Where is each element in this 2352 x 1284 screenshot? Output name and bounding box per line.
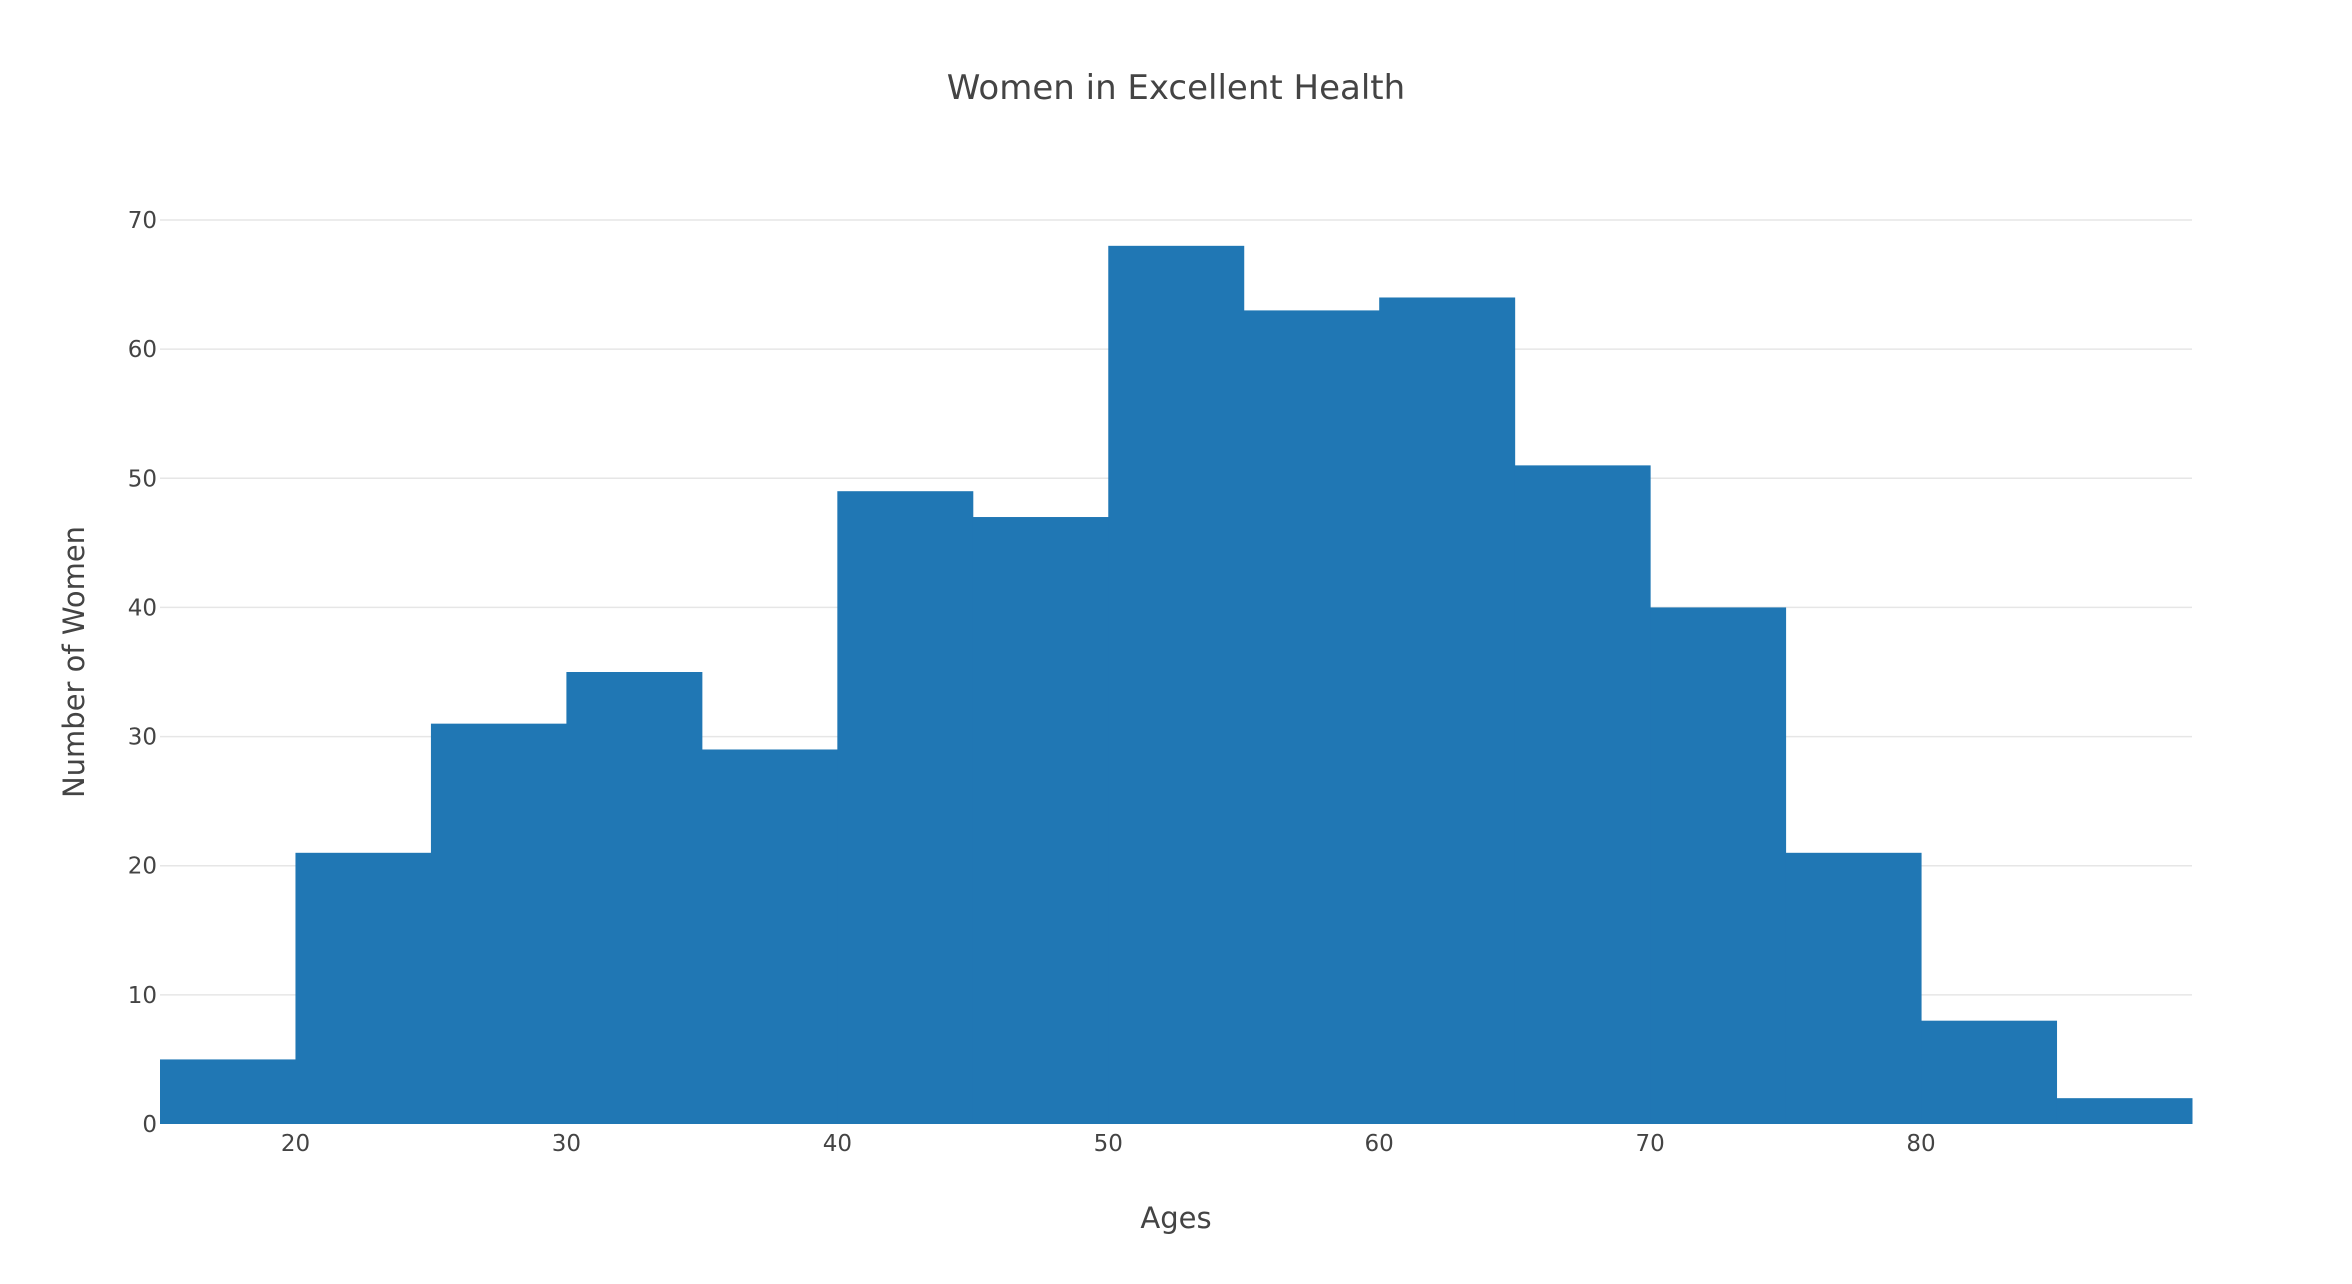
histogram-bar [972,517,1109,1124]
y-tick-label: 0 [142,1112,157,1138]
histogram-bar [160,1059,296,1124]
histogram-bar [295,852,432,1124]
histogram-bar [430,723,567,1124]
x-tick-label: 50 [1094,1131,1123,1157]
y-tick-label: 10 [128,983,157,1009]
histogram-bars [160,245,2193,1125]
x-tick-label: 40 [823,1131,852,1157]
x-axis-ticks: 20 30 40 50 60 70 80 [281,1131,1936,1157]
histogram-bar [1514,465,1651,1124]
histogram-bar [2056,1098,2193,1124]
y-tick-label: 40 [128,595,157,621]
y-axis-ticks: 0 10 20 30 40 50 60 70 [128,208,157,1138]
x-axis-title: Ages [1140,1201,1211,1235]
histogram-bar [1785,852,1922,1124]
x-tick-label: 20 [281,1131,310,1157]
histogram-bar [1921,1020,2058,1124]
histogram-bar [1108,245,1245,1125]
y-tick-label: 60 [128,337,157,363]
x-tick-label: 30 [552,1131,581,1157]
y-tick-label: 50 [128,466,157,492]
histogram-bar [1650,607,1787,1124]
histogram-bar [566,672,703,1124]
x-tick-label: 70 [1635,1131,1664,1157]
chart-title: Women in Excellent Health [947,68,1405,108]
histogram-bar [1243,310,1380,1124]
histogram-bar [837,491,974,1124]
x-tick-label: 60 [1365,1131,1394,1157]
y-tick-label: 70 [128,208,157,234]
histogram-bar [1379,297,1516,1124]
histogram-bar [701,749,838,1124]
y-axis-title: Number of Women [57,526,91,798]
y-tick-label: 30 [128,725,157,751]
x-tick-label: 80 [1906,1131,1935,1157]
y-tick-label: 20 [128,854,157,880]
